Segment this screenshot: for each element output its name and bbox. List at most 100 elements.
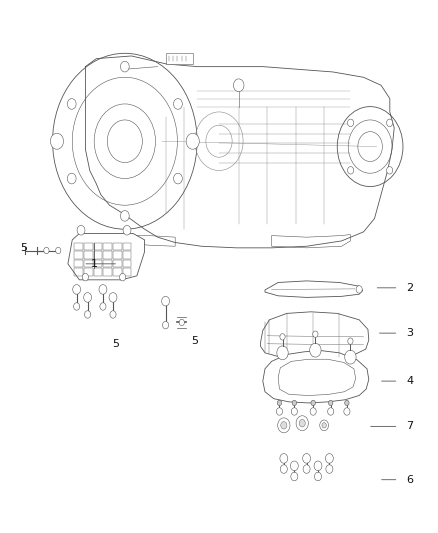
Bar xyxy=(74,251,83,259)
Circle shape xyxy=(281,422,287,429)
Bar xyxy=(103,243,112,250)
Circle shape xyxy=(179,319,184,326)
Text: 2: 2 xyxy=(406,283,413,293)
Polygon shape xyxy=(68,233,145,280)
Circle shape xyxy=(120,211,129,221)
Circle shape xyxy=(347,119,353,126)
Bar xyxy=(123,268,131,276)
Circle shape xyxy=(326,465,333,473)
Circle shape xyxy=(344,408,350,415)
Circle shape xyxy=(311,400,315,406)
Circle shape xyxy=(310,408,316,415)
Circle shape xyxy=(278,418,290,433)
Circle shape xyxy=(82,273,88,281)
Bar xyxy=(123,243,131,250)
Circle shape xyxy=(162,321,169,329)
Circle shape xyxy=(292,400,297,406)
Bar xyxy=(74,243,83,250)
Circle shape xyxy=(56,247,61,254)
Circle shape xyxy=(276,408,283,415)
Circle shape xyxy=(109,293,117,302)
Circle shape xyxy=(314,472,321,481)
Circle shape xyxy=(303,454,311,463)
Bar xyxy=(94,260,102,267)
Bar xyxy=(103,268,112,276)
Bar xyxy=(74,268,83,276)
Circle shape xyxy=(120,61,129,72)
Text: 6: 6 xyxy=(406,475,413,484)
Polygon shape xyxy=(261,312,369,358)
Text: 5: 5 xyxy=(113,339,120,349)
Bar xyxy=(113,268,122,276)
Bar xyxy=(94,268,102,276)
Bar xyxy=(84,243,93,250)
Circle shape xyxy=(325,454,333,463)
Bar xyxy=(103,251,112,259)
Circle shape xyxy=(345,350,356,364)
Text: 5: 5 xyxy=(21,243,28,253)
Circle shape xyxy=(347,167,353,174)
Circle shape xyxy=(50,133,64,149)
Circle shape xyxy=(314,461,322,471)
Circle shape xyxy=(290,461,298,471)
Circle shape xyxy=(186,133,199,149)
Circle shape xyxy=(296,416,308,431)
Circle shape xyxy=(280,454,288,463)
Circle shape xyxy=(233,79,244,92)
Bar xyxy=(103,260,112,267)
Text: 1: 1 xyxy=(91,259,98,269)
Bar xyxy=(84,260,93,267)
Circle shape xyxy=(299,419,305,427)
Circle shape xyxy=(173,173,182,184)
Circle shape xyxy=(387,119,393,126)
Circle shape xyxy=(356,286,362,293)
Circle shape xyxy=(120,273,126,281)
Text: 5: 5 xyxy=(191,336,198,346)
Bar xyxy=(166,53,193,64)
Bar xyxy=(113,243,122,250)
Bar xyxy=(94,243,102,250)
Text: 3: 3 xyxy=(406,328,413,338)
Bar xyxy=(113,251,122,259)
Circle shape xyxy=(100,303,106,310)
Circle shape xyxy=(277,400,282,406)
Polygon shape xyxy=(265,281,363,297)
Circle shape xyxy=(291,408,297,415)
Circle shape xyxy=(73,285,81,294)
Bar xyxy=(74,260,83,267)
Circle shape xyxy=(123,225,131,235)
Bar xyxy=(113,260,122,267)
Circle shape xyxy=(303,465,310,473)
Circle shape xyxy=(328,400,333,406)
Circle shape xyxy=(85,311,91,318)
Circle shape xyxy=(110,311,116,318)
Text: 7: 7 xyxy=(406,422,413,431)
Circle shape xyxy=(310,343,321,357)
Circle shape xyxy=(328,408,334,415)
Circle shape xyxy=(280,334,285,340)
Circle shape xyxy=(67,99,76,109)
Circle shape xyxy=(74,303,80,310)
Circle shape xyxy=(322,423,326,428)
Polygon shape xyxy=(263,351,369,403)
Circle shape xyxy=(291,472,298,481)
Circle shape xyxy=(84,293,92,302)
Bar xyxy=(84,268,93,276)
Circle shape xyxy=(67,173,76,184)
Circle shape xyxy=(348,338,353,344)
Circle shape xyxy=(387,167,393,174)
Bar xyxy=(123,251,131,259)
Circle shape xyxy=(173,99,182,109)
Circle shape xyxy=(280,465,287,473)
Circle shape xyxy=(99,285,107,294)
Circle shape xyxy=(313,331,318,337)
Circle shape xyxy=(320,420,328,431)
Circle shape xyxy=(277,346,288,360)
Circle shape xyxy=(345,400,349,406)
Text: 4: 4 xyxy=(406,376,413,386)
Bar xyxy=(123,260,131,267)
Bar xyxy=(94,251,102,259)
Bar xyxy=(84,251,93,259)
Circle shape xyxy=(162,296,170,306)
Circle shape xyxy=(77,225,85,235)
